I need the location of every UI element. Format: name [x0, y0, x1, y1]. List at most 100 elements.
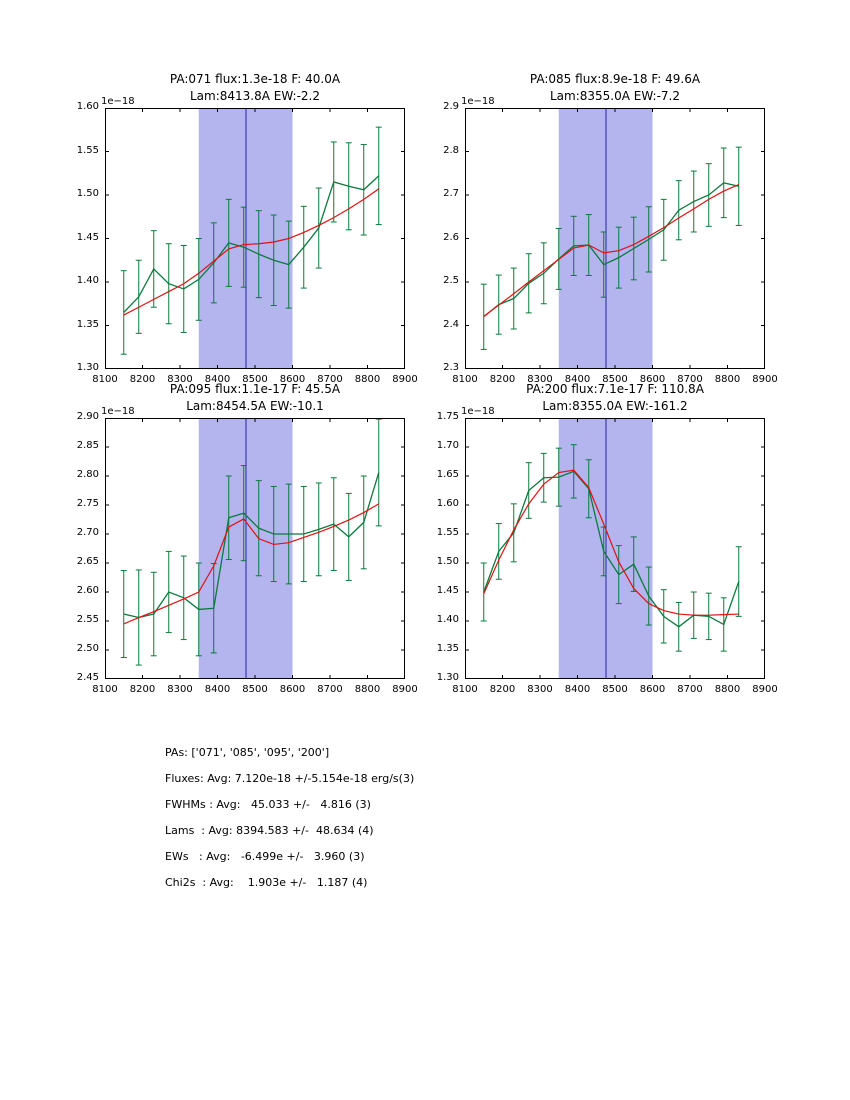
y-tick-label: 1.55	[436, 527, 459, 538]
y-tick-label: 2.7	[443, 188, 459, 199]
y-tick-label: 1.65	[436, 469, 459, 480]
plot-title: PA:095 flux:1.1e-17 F: 45.5A Lam:8454.5A…	[45, 381, 465, 415]
x-tick-label: 8800	[714, 684, 741, 695]
x-tick-label: 8900	[752, 374, 778, 385]
fit-series-line	[483, 184, 739, 317]
x-tick-label: 8700	[677, 374, 703, 385]
y-tick-label: 2.60	[76, 585, 99, 596]
summary-line-pas: PAs: ['071', '085', '095', '200']	[165, 746, 330, 759]
x-tick-label: 8100	[452, 374, 478, 385]
plot-title: PA:200 flux:7.1e-17 F: 110.8A Lam:8355.0…	[405, 381, 825, 415]
y-tick-label: 1.60	[436, 498, 459, 509]
x-tick-label: 8400	[204, 684, 231, 695]
y-tick-label: 1.70	[436, 440, 459, 451]
x-tick-label: 8200	[489, 684, 516, 695]
x-tick-label: 8300	[527, 684, 553, 695]
y-tick-label: 1.45	[76, 231, 99, 243]
axes-frame	[465, 108, 765, 369]
y-tick-label: 1.55	[76, 144, 99, 156]
y-tick-label: 1.50	[76, 188, 99, 199]
axes-frame	[465, 418, 765, 679]
x-tick-label: 8500	[602, 684, 628, 695]
y-tick-label: 2.65	[76, 556, 99, 567]
plot-title-line2: Lam:8454.5A EW:-10.1	[186, 399, 324, 413]
plot-area	[105, 418, 405, 679]
y-tick-label: 2.4	[443, 318, 459, 330]
summary-line-chi2s: Chi2s : Avg: 1.903e +/- 1.187 (4)	[165, 876, 368, 889]
y-tick-label: 2.70	[76, 527, 99, 538]
x-tick-label: 8500	[242, 684, 268, 695]
axes-frame	[105, 418, 405, 679]
y-offset-label: 1e−18	[461, 406, 495, 417]
plot-title-line2: Lam:8413.8A EW:-2.2	[190, 89, 320, 103]
x-tick-label: 8800	[354, 374, 381, 385]
x-tick-label: 8200	[489, 374, 516, 385]
plot-area	[105, 108, 405, 369]
x-tick-label: 8400	[204, 374, 231, 385]
x-tick-label: 8600	[279, 374, 306, 385]
x-tick-label: 8300	[527, 374, 553, 385]
x-tick-label: 8900	[392, 374, 418, 385]
y-offset-label: 1e−18	[101, 406, 135, 417]
x-tick-label: 8300	[167, 684, 193, 695]
y-tick-label: 2.75	[76, 498, 99, 509]
plot-title-line1: PA:095 flux:1.1e-17 F: 45.5A	[169, 382, 341, 396]
data-series-line	[123, 175, 380, 313]
y-tick-label: 1.30	[76, 362, 99, 373]
subplot-pa085: PA:085 flux:8.9e-18 F: 49.6A Lam:8355.0A…	[443, 72, 778, 385]
y-tick-label: 1.30	[436, 672, 459, 683]
y-tick-label: 1.35	[76, 318, 99, 330]
plot-area	[465, 108, 765, 369]
plot-title-line2: Lam:8355.0A EW:-7.2	[550, 89, 680, 103]
x-tick-label: 8500	[242, 374, 268, 385]
plot-title-line1: PA:071 flux:1.3e-18 F: 40.0A	[169, 72, 341, 86]
y-offset-label: 1e−18	[101, 96, 135, 107]
x-tick-label: 8700	[317, 374, 343, 385]
x-tick-label: 8900	[392, 684, 418, 695]
y-tick-label: 1.40	[436, 614, 459, 625]
y-tick-label: 2.45	[76, 672, 99, 683]
summary-line-ews: EWs : Avg: -6.499e +/- 3.960 (3)	[165, 850, 365, 863]
x-tick-label: 8300	[167, 374, 193, 385]
y-tick-label: 2.3	[443, 362, 459, 373]
data-series-line	[483, 182, 739, 318]
data-series-line	[123, 472, 380, 619]
y-tick-label: 2.6	[443, 231, 459, 243]
plot-title: PA:071 flux:1.3e-18 F: 40.0A Lam:8413.8A…	[45, 71, 465, 105]
y-offset-label: 1e−18	[461, 96, 495, 107]
y-tick-label: 1.45	[436, 585, 459, 596]
x-tick-label: 8200	[129, 374, 156, 385]
y-tick-label: 2.8	[443, 144, 459, 156]
x-tick-label: 8100	[92, 684, 118, 695]
x-tick-label: 8400	[564, 374, 591, 385]
subplot-pa095: PA:095 flux:1.1e-17 F: 45.5A Lam:8454.5A…	[77, 382, 418, 695]
y-tick-label: 2.9	[443, 101, 459, 112]
x-tick-label: 8500	[602, 374, 628, 385]
fit-series-line	[123, 188, 380, 316]
plot-title-line1: PA:200 flux:7.1e-17 F: 110.8A	[526, 382, 704, 396]
y-tick-label: 2.80	[76, 469, 99, 480]
subplot-pa071: PA:071 flux:1.3e-18 F: 40.0A Lam:8413.8A…	[77, 72, 418, 385]
y-tick-label: 1.40	[76, 275, 99, 286]
subplot-pa200: PA:200 flux:7.1e-17 F: 110.8A Lam:8355.0…	[437, 382, 778, 695]
x-tick-label: 8100	[452, 684, 478, 695]
fit-series-line	[483, 469, 739, 616]
x-tick-label: 8400	[564, 684, 591, 695]
x-tick-label: 8600	[279, 684, 306, 695]
y-tick-label: 2.50	[76, 643, 99, 654]
axes-frame	[105, 108, 405, 369]
x-tick-label: 8200	[129, 684, 156, 695]
x-tick-label: 8800	[714, 374, 741, 385]
summary-line-fwhms: FWHMs : Avg: 45.033 +/- 4.816 (3)	[165, 798, 371, 811]
x-tick-label: 8800	[354, 684, 381, 695]
x-tick-label: 8700	[317, 684, 343, 695]
plot-title-line2: Lam:8355.0A EW:-161.2	[542, 399, 688, 413]
y-tick-label: 2.5	[443, 275, 459, 286]
x-tick-label: 8600	[639, 684, 666, 695]
y-tick-label: 1.75	[436, 411, 459, 422]
y-tick-label: 2.85	[76, 440, 99, 451]
summary-text: PAs: ['071', '085', '095', '200'] Fluxes…	[165, 740, 414, 896]
y-tick-label: 2.90	[76, 411, 99, 422]
y-tick-label: 1.50	[436, 556, 459, 567]
